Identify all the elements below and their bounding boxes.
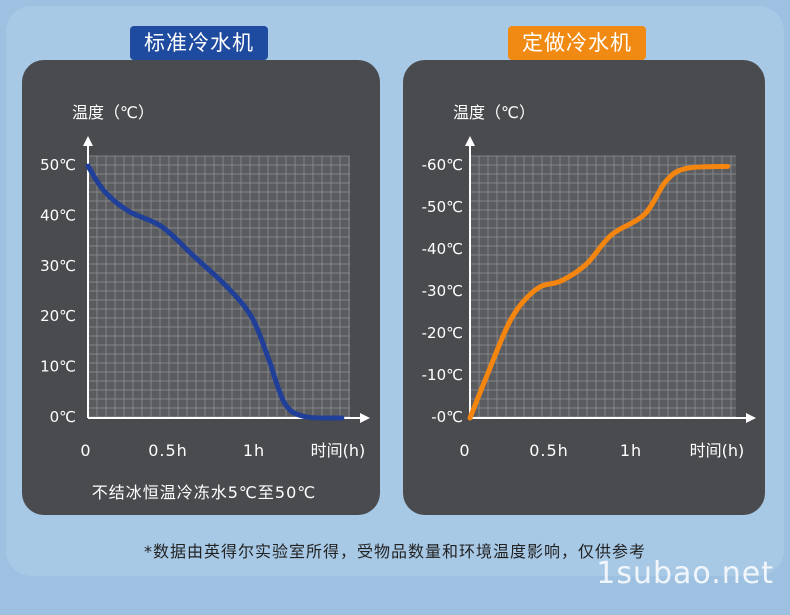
y-axis-label: 温度（℃） — [453, 103, 535, 122]
plot-area — [88, 156, 350, 418]
temperature-line — [85, 163, 345, 421]
x-axis-label: 时间(h) — [311, 441, 366, 460]
y-tick-label: -0℃ — [431, 408, 463, 426]
footnote: *数据由英得尔实验室所得，受物品数量和环境温度影响，仅供参考 — [143, 542, 646, 561]
x-axis-label: 时间(h) — [690, 441, 745, 460]
y-tick-label: 30℃ — [40, 257, 76, 275]
y-tick-label: 20℃ — [40, 307, 76, 325]
custom-chart-panel: 温度（℃） -60℃ -50℃ -40℃ -30℃ -20℃ -10℃ -0℃ 0 0.5h 1h 时… — [403, 60, 765, 515]
y-axis-label: 温度（℃） — [72, 103, 154, 122]
temperature-line — [467, 163, 731, 421]
y-tick-label: 10℃ — [40, 358, 76, 376]
y-tick-label: -50℃ — [422, 198, 463, 216]
y-tick-label: -10℃ — [422, 366, 463, 384]
x-tick-label: 0 — [80, 441, 91, 460]
x-tick-label: 0.5h — [529, 441, 569, 460]
y-tick-label: -60℃ — [422, 156, 463, 174]
y-tick-label: -20℃ — [422, 324, 463, 342]
x-tick-label: 0.5h — [148, 441, 188, 460]
y-axis-arrow — [83, 136, 93, 146]
watermark: 1subao.net — [596, 556, 774, 591]
y-tick-label: -30℃ — [422, 282, 463, 300]
custom-chiller-tag: 定做冷水机 — [508, 26, 646, 60]
x-tick-label: 1h — [620, 441, 642, 460]
y-tick-label: -40℃ — [422, 240, 463, 258]
standard-chart: 温度（℃） 50℃ 40℃ 30℃ 20℃ 10℃ 0℃0 0.5h 1h 时间(h) 不结冰恒温冷… — [40, 103, 370, 502]
y-tick-label: 0℃ — [50, 408, 76, 426]
y-tick-label: 50℃ — [40, 156, 76, 174]
plot-area — [470, 156, 736, 418]
x-axis-arrow — [360, 413, 370, 423]
standard-chiller-tag: 标准冷水机 — [130, 26, 268, 60]
y-axis-arrow — [465, 136, 475, 146]
x-tick-label: 1h — [243, 441, 265, 460]
y-tick-label: 40℃ — [40, 206, 76, 224]
standard-chart-panel: 温度（℃） 50℃ 40℃ 30℃ 20℃ 10℃ 0℃ 0 0.5h 1h 时间(h) 不结冰恒温冷… — [22, 60, 380, 515]
custom-chart: 温度（℃） -60℃ -50℃ -40℃ -30℃ -20℃ -10℃ -0℃ 0 0.5h 1h 时… — [422, 103, 756, 460]
chart-caption: 不结冰恒温冷冻水5℃至50℃ — [92, 483, 316, 502]
x-tick-label: 0 — [459, 441, 470, 460]
x-axis-arrow — [746, 413, 756, 423]
